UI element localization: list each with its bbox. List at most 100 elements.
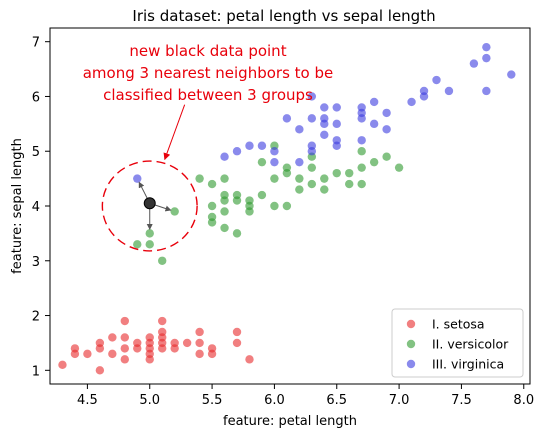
data-point [120, 333, 130, 342]
data-point [282, 163, 292, 172]
data-point [345, 179, 354, 189]
data-point [382, 152, 391, 161]
data-point [145, 333, 154, 342]
data-point [158, 333, 167, 342]
data-point [170, 344, 179, 353]
y-tick-label: 3 [32, 255, 40, 270]
data-point [207, 349, 217, 359]
data-point [332, 168, 341, 178]
legend-marker [406, 359, 416, 369]
data-point [232, 229, 242, 238]
data-point [482, 42, 491, 52]
data-point [295, 157, 304, 167]
data-point [295, 125, 304, 134]
data-point [482, 53, 491, 63]
data-point [369, 157, 379, 167]
data-point [245, 201, 254, 211]
data-point [220, 190, 229, 200]
data-point [307, 114, 317, 123]
data-point [320, 174, 329, 183]
annotation-line: classified between 3 groups [103, 86, 313, 104]
data-point [58, 360, 67, 370]
data-point [307, 147, 317, 156]
y-tick-label: 4 [32, 200, 40, 215]
data-point [195, 338, 204, 348]
y-tick-label: 2 [32, 310, 40, 325]
y-axis: 1 2 3 4 5 6 7 [32, 36, 50, 379]
data-point [195, 349, 204, 359]
data-point [245, 141, 254, 150]
knn-annotation [101, 160, 198, 252]
data-point [95, 366, 105, 375]
data-point [270, 174, 279, 183]
data-point [270, 201, 279, 211]
data-point [195, 327, 204, 337]
data-point [95, 338, 105, 348]
data-point [257, 141, 267, 150]
data-point [469, 59, 479, 68]
data-point [257, 157, 267, 167]
data-point [170, 207, 179, 216]
data-point [220, 223, 229, 233]
data-point [245, 355, 254, 364]
data-point [207, 179, 217, 189]
x-tick-label: 8.0 [513, 393, 534, 408]
data-point [158, 256, 167, 265]
legend-entry: III. virginica [432, 357, 504, 372]
new-data-point [143, 197, 156, 210]
data-point [295, 185, 304, 194]
data-point [120, 344, 130, 353]
y-axis-label: feature: sepal length [10, 138, 25, 274]
data-point [108, 333, 117, 342]
data-point [207, 212, 217, 222]
data-point [320, 185, 329, 194]
x-tick-label: 7.0 [389, 393, 410, 408]
data-point [320, 119, 329, 129]
data-point [120, 355, 130, 364]
data-point [220, 152, 229, 161]
y-tick-label: 7 [32, 36, 40, 51]
data-point [220, 174, 229, 183]
x-tick-label: 6.5 [326, 393, 347, 408]
data-point [382, 125, 391, 134]
data-point [307, 92, 317, 101]
annotation-arrow [163, 104, 186, 161]
data-point [232, 190, 242, 200]
data-point [257, 190, 267, 200]
data-point [158, 316, 167, 326]
data-point [145, 240, 154, 249]
data-point [295, 174, 304, 183]
x-axis: 4.5 5.0 5.5 6.0 6.5 7.0 7.5 8.0 [77, 384, 534, 408]
data-point [332, 119, 341, 129]
y-tick-label: 5 [32, 145, 40, 160]
data-point [357, 163, 366, 172]
y-tick-label: 1 [32, 364, 40, 379]
data-point [345, 168, 354, 178]
data-point [357, 103, 366, 112]
data-point [108, 349, 117, 359]
legend-box [391, 308, 524, 378]
data-point [207, 201, 217, 211]
data-point [320, 130, 329, 139]
data-point [332, 103, 341, 112]
data-points [58, 42, 516, 375]
neighbor-circle [101, 160, 198, 252]
data-point [145, 349, 154, 359]
data-point [507, 70, 516, 79]
legend: I. setosa II. versicolor III. virginica [391, 308, 524, 378]
data-point [83, 349, 92, 359]
data-point [444, 86, 454, 96]
data-point [482, 86, 491, 96]
legend-entry: I. setosa [432, 317, 485, 332]
x-axis-label: feature: petal length [223, 414, 357, 429]
data-point [369, 97, 379, 107]
x-tick-label: 5.0 [139, 393, 160, 408]
text-annotation: new black data point among 3 nearest neig… [83, 42, 333, 161]
data-point [307, 163, 317, 172]
data-point [145, 229, 154, 238]
data-point [357, 179, 366, 189]
data-point [282, 114, 292, 123]
x-tick-label: 5.5 [202, 393, 223, 408]
data-point [419, 92, 429, 101]
legend-marker [406, 319, 416, 329]
